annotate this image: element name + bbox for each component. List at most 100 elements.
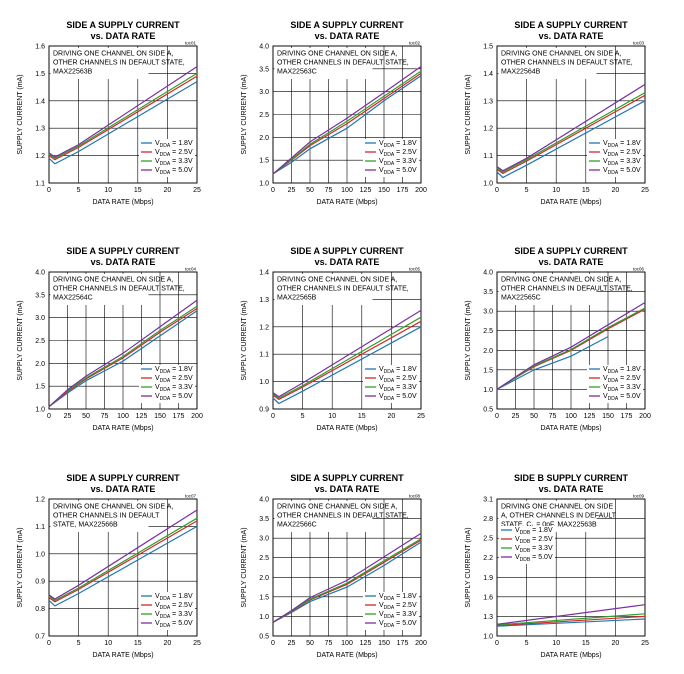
y-tick-label: 0.8: [35, 606, 45, 613]
x-tick-label: 50: [306, 640, 314, 647]
series-line-1.8V: [272, 75, 422, 175]
legend-entry: VDDA = 5.0V: [379, 620, 417, 629]
chart-title: SIDE A SUPPLY CURRENT: [66, 246, 180, 256]
plot-frame: [48, 45, 198, 184]
y-tick-label: 0.9: [259, 407, 269, 414]
x-tick-label: 25: [288, 640, 296, 647]
series-line-2.5V: [496, 94, 646, 175]
chart-annotation: OTHER CHANNELS IN DEFAULT STATE,: [501, 286, 633, 293]
legend-entry: VDDA = 3.3V: [603, 384, 641, 393]
x-tick-label: 5: [77, 187, 81, 194]
chart-title: SIDE A SUPPLY CURRENT: [514, 246, 628, 256]
y-tick-label: 1.9: [483, 575, 493, 582]
legend-entry: VDDA = 3.3V: [379, 611, 417, 620]
y-tick-label: 1.1: [483, 153, 493, 160]
x-tick-label: 25: [193, 640, 201, 647]
x-tick-label: 25: [64, 413, 72, 420]
legend-box: [139, 139, 195, 177]
y-tick-label: 2.5: [483, 328, 493, 335]
legend-entry: VDDA = 2.5V: [155, 602, 193, 611]
y-tick-label: 0.5: [259, 634, 269, 641]
x-tick-label: 20: [164, 640, 172, 647]
x-tick-label: 75: [549, 413, 557, 420]
y-tick-label: 1.2: [35, 497, 45, 504]
y-tick-label: 3.5: [35, 292, 45, 299]
x-tick-label: 200: [191, 413, 203, 420]
y-tick-label: 1.5: [259, 158, 269, 165]
plot-frame: [272, 271, 422, 410]
x-tick-label: 25: [193, 187, 201, 194]
x-tick-label: 50: [530, 413, 538, 420]
x-axis-label: DATA RATE (Mbps): [92, 199, 153, 206]
y-tick-label: 2.2: [483, 555, 493, 562]
series-line-3.3V: [48, 517, 198, 602]
y-tick-label: 2.0: [35, 361, 45, 368]
x-tick-label: 25: [417, 413, 425, 420]
y-axis-label: SUPPLY CURRENT (mA): [465, 527, 472, 607]
chart-title: SIDE A SUPPLY CURRENT: [290, 20, 404, 30]
legend-box: [587, 365, 643, 403]
series-line-3.3V: [272, 70, 422, 175]
legend-entry: VDDA = 3.3V: [603, 158, 641, 167]
x-tick-label: 175: [397, 640, 409, 647]
x-tick-label: 5: [525, 187, 529, 194]
legend-entry: VDDA = 3.3V: [155, 158, 193, 167]
series-line-5.0V: [496, 604, 646, 625]
legend-box: [363, 592, 419, 630]
x-tick-label: 175: [621, 413, 633, 420]
series-line-5.0V: [272, 66, 422, 175]
y-axis-label: SUPPLY CURRENT (mA): [241, 300, 248, 380]
annotation-box: [50, 274, 149, 305]
y-tick-label: 1.4: [259, 270, 269, 277]
annotation-box: [274, 48, 373, 79]
x-tick-label: 15: [358, 413, 366, 420]
y-tick-label: 3.5: [259, 516, 269, 523]
legend-box: [139, 592, 195, 630]
x-axis-label: DATA RATE (Mbps): [316, 199, 377, 206]
chart-annotation: MAX22564C: [53, 295, 93, 302]
x-tick-label: 0: [271, 187, 275, 194]
x-tick-label: 200: [415, 640, 427, 647]
chart-annotation: OTHER CHANNELS IN DEFAULT STATE,: [53, 286, 185, 293]
y-tick-label: 3.0: [35, 315, 45, 322]
legend-entry: VDDA = 5.0V: [379, 393, 417, 402]
chart-title: SIDE A SUPPLY CURRENT: [290, 246, 404, 256]
x-tick-label: 5: [77, 640, 81, 647]
legend-entry: VDDA = 2.5V: [379, 602, 417, 611]
plot-frame: [272, 498, 422, 637]
y-tick-label: 4.0: [35, 270, 45, 277]
chart-annotation: OTHER CHANNELS IN DEFAULT STATE,: [501, 60, 633, 67]
x-tick-label: 175: [397, 187, 409, 194]
series-line-2.5V: [48, 520, 198, 603]
legend-entry: VDDA = 3.3V: [379, 158, 417, 167]
y-tick-label: 3.5: [259, 66, 269, 73]
series-line-2.5V: [48, 75, 198, 161]
plot-frame: [496, 45, 646, 184]
y-axis-label: SUPPLY CURRENT (mA): [17, 527, 24, 607]
x-tick-label: 0: [495, 413, 499, 420]
plot-frame: [272, 45, 422, 184]
legend-entry: VDDA = 1.8V: [603, 140, 641, 149]
x-tick-label: 100: [341, 640, 353, 647]
x-tick-label: 20: [388, 413, 396, 420]
series-line-1.8V: [496, 618, 646, 627]
chart-annotation: DRIVING ONE CHANNEL ON SIDE A,: [53, 51, 173, 58]
chart-annotation: STATE, MAX22566B: [53, 522, 118, 529]
x-tick-label: 0: [271, 413, 275, 420]
x-tick-label: 175: [173, 413, 185, 420]
x-tick-label: 0: [271, 640, 275, 647]
chart-annotation: MAX22563C: [277, 69, 317, 76]
y-tick-label: 1.1: [35, 181, 45, 188]
chart-subtitle: vs. DATA RATE: [315, 31, 380, 41]
x-tick-label: 125: [360, 187, 372, 194]
y-tick-label: 1.6: [483, 594, 493, 601]
legend-entry: VDDA = 5.0V: [379, 167, 417, 176]
y-axis-label: SUPPLY CURRENT (mA): [17, 74, 24, 154]
x-axis-label: DATA RATE (Mbps): [316, 425, 377, 432]
x-tick-label: 10: [104, 640, 112, 647]
chart-subtitle: vs. DATA RATE: [315, 257, 380, 267]
y-tick-label: 3.0: [483, 309, 493, 316]
